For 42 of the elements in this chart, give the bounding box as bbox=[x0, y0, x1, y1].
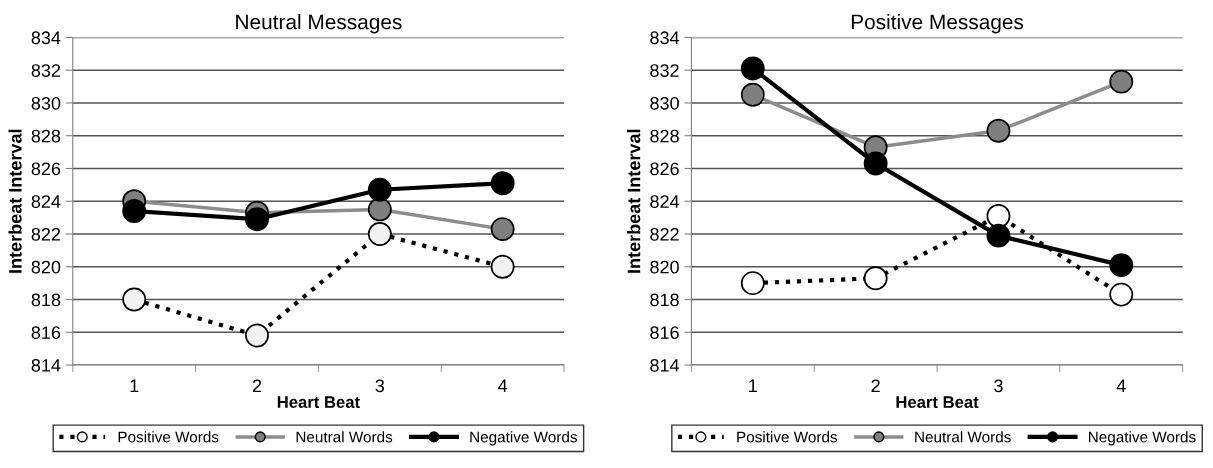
y-tick-label: 824 bbox=[31, 195, 61, 208]
legend-label: Neutral Words bbox=[296, 431, 393, 443]
x-tick-label: 4 bbox=[1116, 379, 1126, 393]
y-tick-label: 834 bbox=[31, 31, 61, 45]
y-tick-label: 834 bbox=[650, 31, 680, 45]
y-tick-label: 816 bbox=[650, 326, 679, 339]
y-tick-label: 828 bbox=[650, 129, 679, 143]
y-tick-label: 820 bbox=[31, 260, 61, 274]
y-tick-label: 822 bbox=[650, 227, 679, 241]
y-tick-label: 816 bbox=[31, 326, 61, 339]
legend-label: Positive Words bbox=[118, 431, 219, 443]
y-tick-label: 824 bbox=[650, 195, 680, 208]
x-tick-label: 2 bbox=[871, 379, 880, 393]
y-tick-label: 814 bbox=[31, 358, 61, 372]
x-axis-title: Heart Beat bbox=[277, 396, 360, 408]
y-tick-label: 832 bbox=[650, 64, 679, 77]
x-tick-label: 3 bbox=[994, 379, 1003, 393]
legend-label: Positive Words bbox=[737, 431, 838, 443]
y-tick-label: 826 bbox=[31, 162, 61, 176]
legend-label: Negative Words bbox=[470, 431, 577, 446]
x-axis-title: Heart Beat bbox=[896, 396, 979, 408]
chart-title: Positive Messages bbox=[851, 14, 1024, 34]
legend-label: Negative Words bbox=[1088, 431, 1196, 446]
y-tick-label: 832 bbox=[31, 64, 61, 77]
chart-title: Neutral Messages bbox=[236, 14, 402, 34]
y-tick-label: 830 bbox=[31, 96, 61, 110]
y-tick-label: 818 bbox=[650, 293, 679, 307]
y-tick-label: 830 bbox=[650, 96, 679, 110]
x-tick-label: 1 bbox=[749, 379, 757, 393]
x-tick-label: 2 bbox=[252, 379, 262, 393]
y-axis-title: Interbeat Interval bbox=[8, 129, 22, 273]
x-tick-label: 4 bbox=[498, 379, 508, 393]
y-tick-label: 818 bbox=[31, 293, 61, 307]
y-tick-label: 826 bbox=[650, 162, 679, 176]
y-tick-label: 814 bbox=[650, 358, 680, 372]
y-axis-title: Interbeat Interval bbox=[627, 129, 641, 273]
x-tick-label: 3 bbox=[375, 379, 385, 393]
legend-label: Neutral Words bbox=[915, 431, 1011, 443]
x-tick-label: 1 bbox=[130, 379, 139, 393]
y-tick-label: 820 bbox=[650, 260, 679, 274]
y-tick-label: 822 bbox=[31, 227, 61, 241]
y-tick-label: 828 bbox=[31, 129, 61, 143]
